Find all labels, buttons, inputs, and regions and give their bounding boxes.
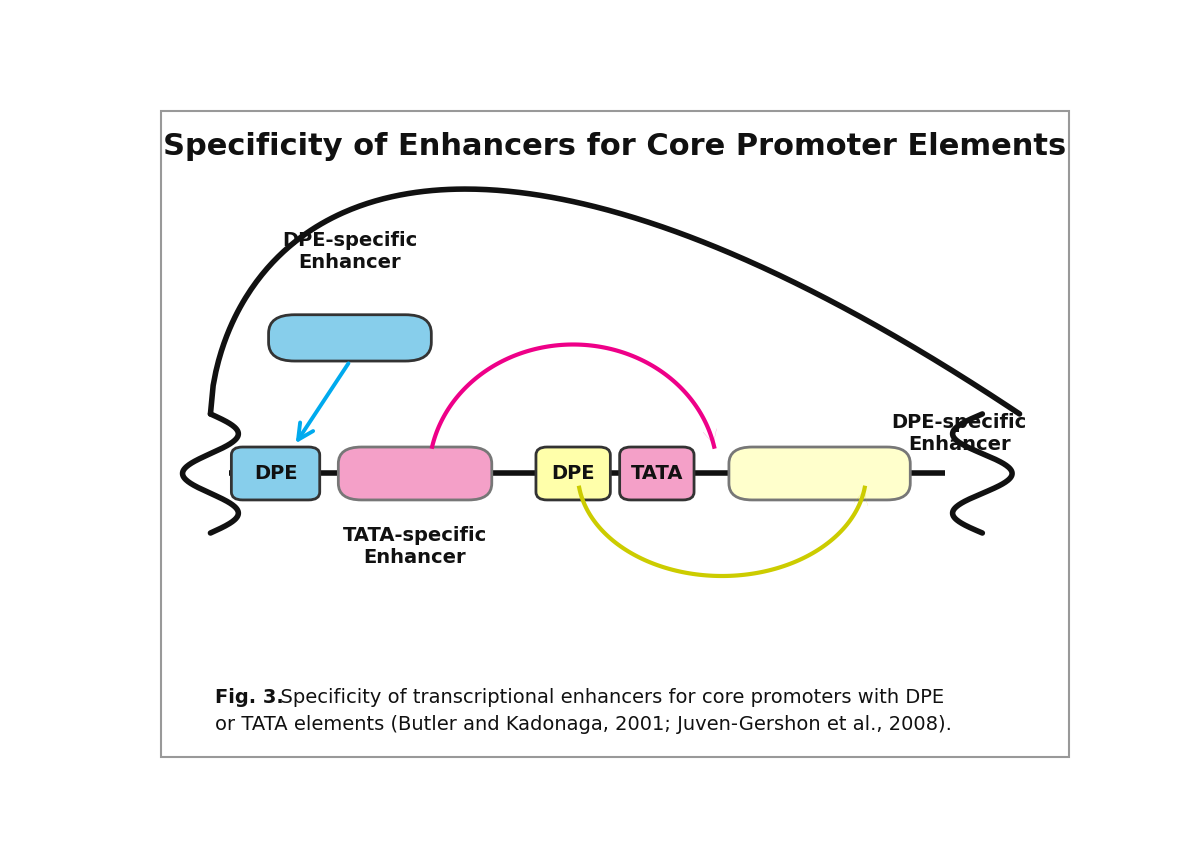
Text: Fig. 3.: Fig. 3. xyxy=(215,688,284,708)
Text: DPE-specific
Enhancer: DPE-specific Enhancer xyxy=(892,413,1027,454)
Text: TATA-specific
Enhancer: TATA-specific Enhancer xyxy=(343,526,487,567)
Text: DPE: DPE xyxy=(254,464,298,483)
Text: TATA: TATA xyxy=(631,464,683,483)
Text: DPE: DPE xyxy=(552,464,595,483)
FancyBboxPatch shape xyxy=(619,447,694,500)
FancyBboxPatch shape xyxy=(536,447,611,500)
FancyBboxPatch shape xyxy=(269,314,431,361)
FancyBboxPatch shape xyxy=(728,447,911,500)
Text: or TATA elements (Butler and Kadonaga, 2001; Juven-Gershon et al., 2008).: or TATA elements (Butler and Kadonaga, 2… xyxy=(215,715,952,734)
Text: Specificity of transcriptional enhancers for core promoters with DPE: Specificity of transcriptional enhancers… xyxy=(268,688,944,708)
FancyBboxPatch shape xyxy=(232,447,319,500)
Text: Specificity of Enhancers for Core Promoter Elements: Specificity of Enhancers for Core Promot… xyxy=(163,131,1067,161)
Text: DPE-specific
Enhancer: DPE-specific Enhancer xyxy=(282,231,418,272)
FancyBboxPatch shape xyxy=(338,447,492,500)
